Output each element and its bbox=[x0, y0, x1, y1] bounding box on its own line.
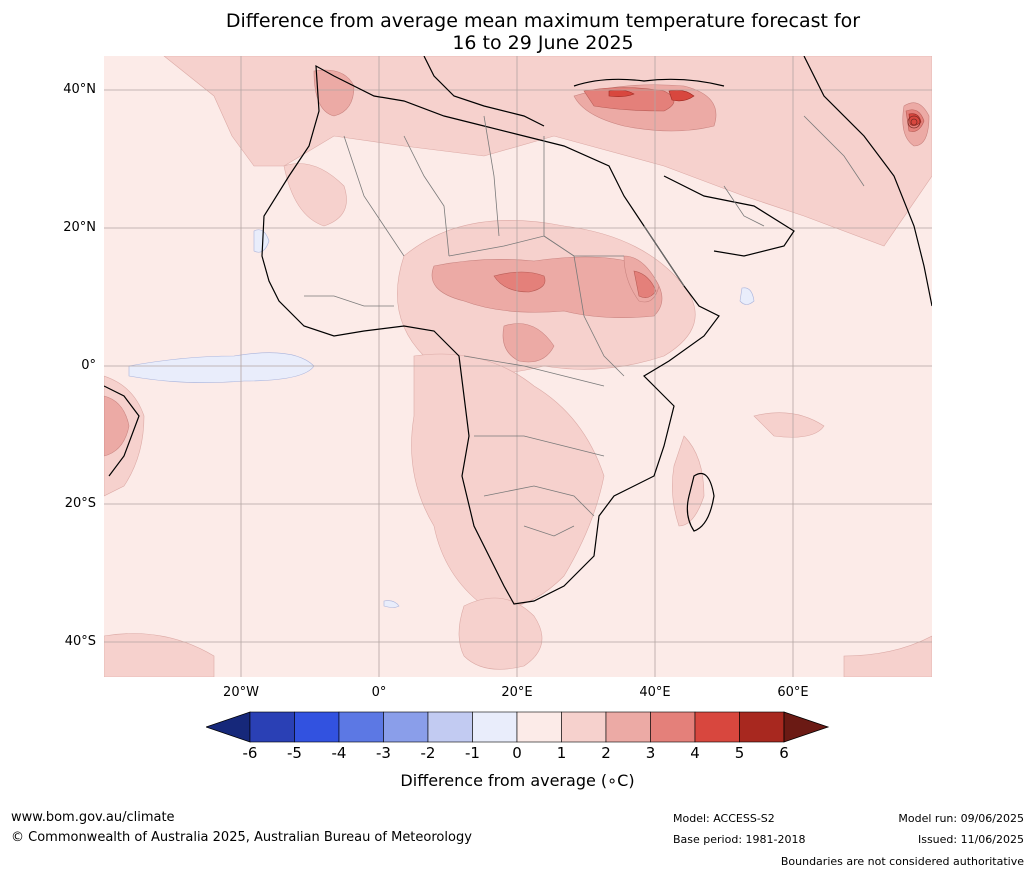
lat-label-40n: 40°N bbox=[63, 82, 96, 97]
footer-disclaimer: Boundaries are not considered authoritat… bbox=[780, 855, 1024, 868]
footer-model-run: Model run: 09/06/2025 bbox=[898, 812, 1024, 825]
colorbar-tick-label: -2 bbox=[420, 744, 436, 762]
footer-website: www.bom.gov.au/climate bbox=[11, 810, 175, 825]
colorbar-tick-label: -3 bbox=[376, 744, 391, 762]
colorbar-cell bbox=[249, 711, 295, 743]
colorbar-cells bbox=[206, 711, 830, 743]
lon-label-20w: 20°W bbox=[223, 685, 259, 700]
anomaly-2-3-regions bbox=[104, 69, 930, 457]
colorbar-cell bbox=[561, 711, 607, 743]
footer-copyright: © Commonwealth of Australia 2025, Austra… bbox=[11, 830, 472, 845]
colorbar-tick-label: -4 bbox=[331, 744, 347, 762]
colorbar-cell bbox=[338, 711, 384, 743]
title-line-2: 16 to 29 June 2025 bbox=[452, 32, 634, 54]
colorbar bbox=[206, 711, 830, 743]
graticule bbox=[104, 56, 932, 677]
forecast-map bbox=[104, 56, 932, 677]
colorbar-cell bbox=[605, 711, 651, 743]
footer-issued: Issued: 11/06/2025 bbox=[917, 833, 1024, 846]
anomaly-4-5-regions bbox=[608, 89, 922, 126]
lat-label-20n: 20°N bbox=[63, 220, 96, 235]
country-borders bbox=[304, 115, 865, 537]
colorbar-label: Difference from average (∘C) bbox=[400, 771, 635, 790]
lon-label-0: 0° bbox=[371, 685, 387, 700]
colorbar-cell bbox=[383, 711, 429, 743]
colorbar-tick-label: 4 bbox=[690, 744, 700, 762]
colorbar-tick-label: -6 bbox=[242, 744, 258, 762]
colorbar-cell bbox=[694, 711, 740, 743]
colorbar-cell bbox=[516, 711, 562, 743]
colorbar-cell bbox=[650, 711, 696, 743]
lon-label-40e: 40°E bbox=[639, 685, 671, 700]
lon-label-20e: 20°E bbox=[501, 685, 533, 700]
coastlines bbox=[104, 56, 932, 605]
map-title: Difference from average mean maximum tem… bbox=[0, 10, 1035, 54]
colorbar-tick-label: -1 bbox=[465, 744, 480, 762]
colorbar-extend-max bbox=[783, 711, 830, 743]
anomaly-neg-regions bbox=[128, 229, 755, 608]
lat-label-equator: 0° bbox=[81, 358, 96, 373]
anomaly-1-2-regions bbox=[104, 56, 932, 677]
colorbar-cell bbox=[472, 711, 518, 743]
colorbar-cell bbox=[427, 711, 473, 743]
lon-label-60e: 60°E bbox=[777, 685, 809, 700]
title-line-1: Difference from average mean maximum tem… bbox=[225, 10, 861, 32]
lat-label-40s: 40°S bbox=[64, 634, 96, 649]
colorbar-tick-label: 0 bbox=[512, 744, 522, 762]
colorbar-cell bbox=[739, 711, 785, 743]
colorbar-tick-label: 6 bbox=[779, 744, 789, 762]
colorbar-extend-min bbox=[206, 711, 251, 743]
footer-model: Model: ACCESS-S2 bbox=[673, 812, 775, 825]
map-canvas bbox=[104, 56, 932, 677]
colorbar-tick-label: 1 bbox=[556, 744, 567, 762]
colorbar-cell bbox=[294, 711, 340, 743]
colorbar-tick-label: 3 bbox=[645, 744, 656, 762]
footer-base-period: Base period: 1981-2018 bbox=[673, 833, 806, 846]
lat-label-20s: 20°S bbox=[64, 496, 96, 511]
colorbar-tick-label: -5 bbox=[287, 744, 302, 762]
hotspot-contours bbox=[907, 115, 921, 129]
anomaly-3-4-regions bbox=[493, 87, 925, 298]
colorbar-tick-label: 2 bbox=[601, 744, 611, 762]
colorbar-tick-label: 5 bbox=[734, 744, 745, 762]
